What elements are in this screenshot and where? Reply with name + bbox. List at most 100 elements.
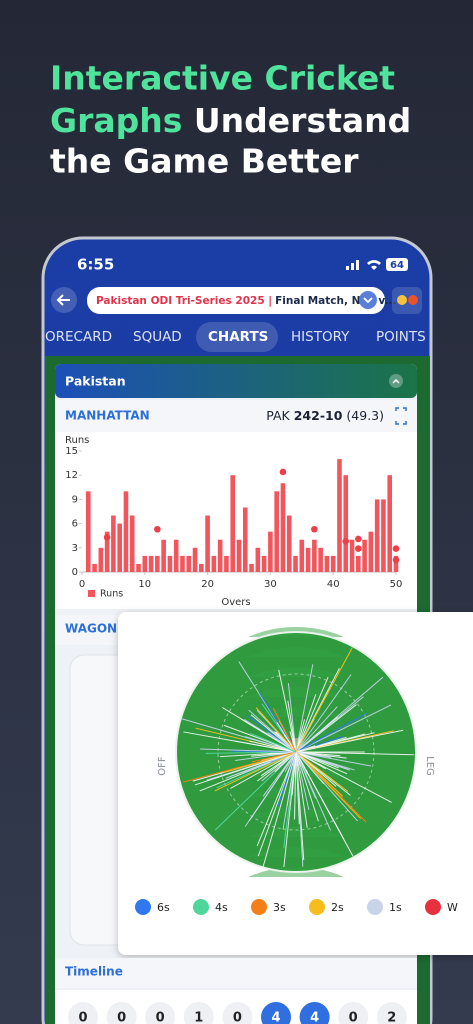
shot-line: [295, 751, 362, 819]
bar: [324, 555, 330, 572]
y-axis-label: Runs: [65, 435, 89, 446]
bar: [211, 555, 217, 572]
legend-dot: [425, 899, 441, 915]
bar: [274, 491, 279, 572]
tab[interactable]: SQUAD: [133, 329, 182, 345]
bar: [381, 499, 386, 572]
shot-line: [225, 751, 297, 779]
shot-line: [295, 729, 404, 753]
shot-line: [261, 751, 297, 782]
shot-line: [248, 709, 297, 753]
y-tick-label: 15: [65, 446, 78, 457]
shot-line: [295, 751, 311, 769]
bar: [368, 531, 374, 572]
bar: [349, 539, 355, 572]
team-header: [55, 364, 417, 398]
match-selector[interactable]: [87, 287, 385, 314]
boundary: [175, 631, 417, 873]
shot-line: [256, 751, 297, 847]
bar: [374, 499, 380, 572]
x-tick-label: 40: [327, 579, 340, 590]
ball: [222, 1002, 253, 1024]
shot-line: [194, 751, 297, 786]
tab[interactable]: CHARTS: [208, 329, 268, 345]
score-line: PAK 242-10 (49.3): [266, 408, 384, 423]
match-name: Final Match, NZL v...: [275, 295, 396, 307]
shot-line: [295, 704, 392, 753]
shot-line: [295, 745, 316, 753]
bar: [230, 475, 236, 572]
ball: [145, 1002, 176, 1024]
headline-line: Interactive Cricket: [50, 59, 395, 98]
bar: [129, 515, 135, 572]
y-tick-label: 0: [72, 567, 78, 578]
status-time: 6:55: [77, 256, 114, 274]
bar: [167, 555, 173, 572]
legend-dot: [367, 899, 383, 915]
manhattan-header: [55, 400, 417, 432]
legend-dot: [309, 899, 325, 915]
bar: [356, 555, 361, 572]
shot-line: [295, 751, 372, 767]
shot-line: [181, 718, 297, 753]
x-tick-label: 10: [138, 579, 151, 590]
bar: [261, 555, 267, 572]
manhattan-title: MANHATTAN: [65, 409, 150, 423]
headline-word: Understand: [194, 101, 411, 140]
x-tick-label: 50: [390, 579, 403, 590]
shot-line: [295, 706, 338, 753]
leg-label: LEG: [424, 756, 435, 776]
y-tick-label: 6: [72, 519, 78, 530]
shot-line: [295, 751, 319, 822]
ball: [106, 1002, 137, 1024]
bar: [305, 547, 311, 572]
shot-line: [295, 693, 317, 753]
bar: [186, 555, 192, 572]
bar: [249, 563, 254, 572]
wicket-dot: [355, 535, 362, 543]
icon-part: [408, 295, 418, 305]
tab[interactable]: POINTS: [376, 329, 426, 345]
ball: [261, 1002, 291, 1024]
series-name: Pakistan ODI Tri-Series 2025 |: [96, 295, 272, 307]
legend-label: 6s: [157, 901, 170, 914]
bar: [330, 555, 336, 572]
shot-line: [183, 731, 297, 753]
bar: [92, 563, 97, 572]
bar: [148, 555, 154, 572]
x-axis-label: Overs: [221, 597, 250, 608]
shot-line: [283, 751, 297, 868]
team-icon[interactable]: [392, 287, 422, 314]
headline-word: Graphs: [50, 101, 182, 140]
shot-line: [230, 751, 297, 789]
shot-line: [295, 751, 327, 770]
timeline-header: [55, 958, 417, 988]
bar: [286, 515, 292, 572]
inner-ring: [217, 673, 375, 831]
bar: [312, 539, 317, 572]
bar: [217, 539, 223, 572]
shot-line: [249, 732, 297, 753]
field-stripe: [176, 647, 416, 657]
y-tick-label: 3: [72, 543, 78, 554]
bar: [85, 491, 91, 572]
ball-runs: 0: [117, 1011, 126, 1024]
shot-line: [255, 707, 297, 753]
shot-line: [251, 751, 297, 763]
bar: [280, 483, 286, 572]
battery-level: 64: [390, 260, 404, 271]
shot-line: [244, 751, 297, 827]
bar: [236, 539, 242, 572]
expand-icon[interactable]: [395, 407, 407, 425]
shot-line: [262, 751, 297, 868]
tab[interactable]: ORECARD: [45, 329, 112, 345]
tab[interactable]: HISTORY: [291, 329, 350, 345]
shot-line: [200, 748, 297, 753]
shot-line: [287, 683, 297, 753]
shot-line: [282, 751, 297, 830]
dropdown-button[interactable]: [359, 291, 377, 309]
shot-line: [295, 751, 414, 756]
bar: [142, 555, 148, 572]
y-tick-label: 12: [65, 470, 78, 481]
